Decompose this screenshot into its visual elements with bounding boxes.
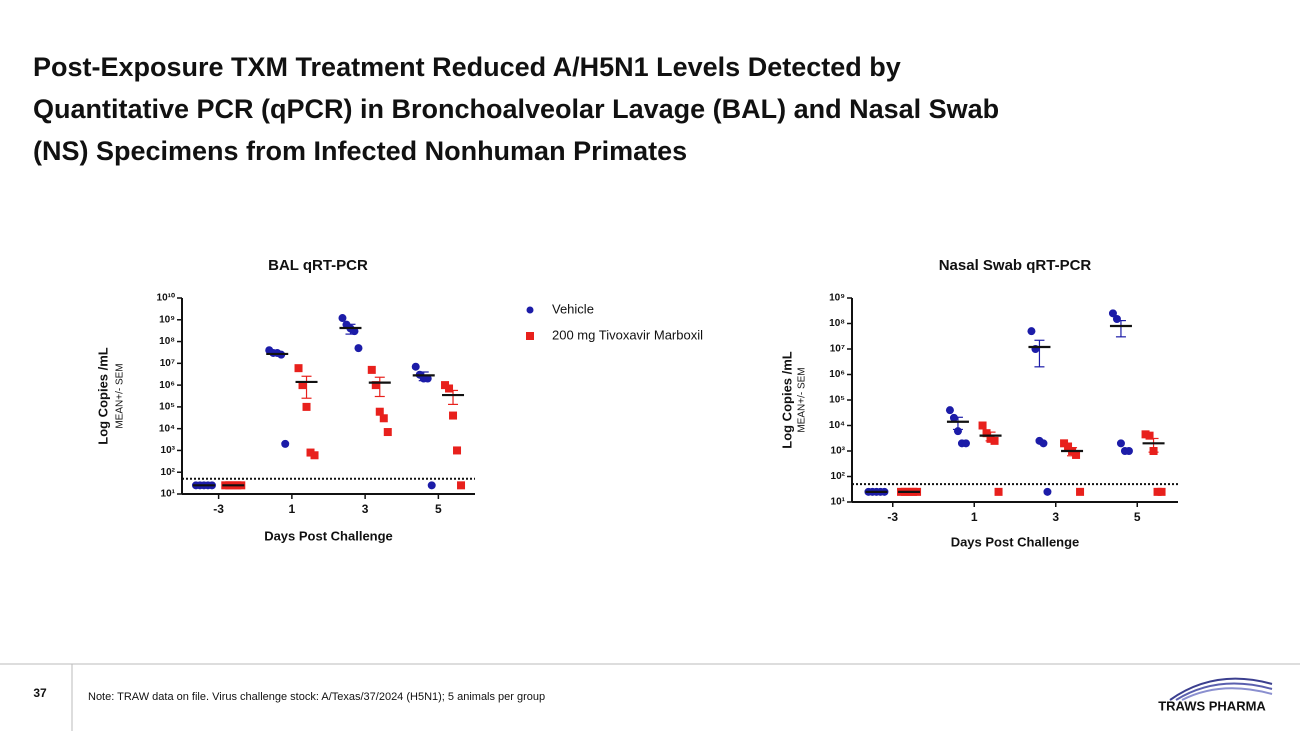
legend-marker (526, 306, 534, 314)
logo-text: TRAWS PHARMA (1158, 698, 1266, 713)
data-point (411, 362, 420, 371)
data-point (1072, 450, 1081, 459)
y-tick-label: 10⁷ (160, 358, 175, 369)
data-point (302, 402, 311, 411)
data-point (427, 481, 436, 490)
data-point (1124, 447, 1133, 455)
data-point (1145, 431, 1154, 440)
y-tick-label: 10³ (831, 446, 846, 457)
data-point (982, 429, 991, 438)
data-point (457, 481, 466, 490)
y-axis-subtitle: MEAN+/- SEM (115, 363, 126, 428)
chart-title: Nasal Swab qRT-PCR (939, 257, 1092, 274)
x-tick-label: 3 (362, 502, 369, 516)
logo-swoosh (1169, 677, 1273, 701)
x-tick-label: 3 (1052, 510, 1059, 524)
x-axis-title: Days Post Challenge (264, 528, 393, 543)
data-point (1027, 327, 1036, 336)
y-tick-label: 10¹ (161, 489, 176, 500)
y-tick-label: 10⁸ (829, 318, 845, 329)
data-point (354, 344, 363, 353)
data-point (1039, 439, 1048, 448)
slide-title: Post-Exposure TXM Treatment Reduced A/H5… (33, 46, 999, 172)
y-tick-label: 10⁵ (829, 395, 845, 406)
y-tick-label: 10⁸ (159, 336, 175, 347)
data-point (1043, 487, 1052, 496)
y-tick-label: 10⁶ (829, 369, 845, 380)
y-tick-label: 10¹ (831, 497, 846, 508)
data-point (453, 446, 462, 455)
data-point (1064, 442, 1073, 451)
x-tick-label: 5 (435, 502, 442, 516)
y-tick-label: 10⁴ (159, 423, 175, 434)
data-point (445, 384, 454, 393)
data-point (281, 439, 290, 448)
data-point (298, 381, 307, 390)
y-tick-label: 10⁶ (159, 380, 175, 391)
legend-marker (526, 332, 534, 340)
logo-swoosh (1175, 682, 1273, 701)
data-point (1076, 487, 1085, 496)
data-point (367, 365, 376, 374)
x-tick-label: 1 (971, 510, 978, 524)
y-axis-title: Log Copies /mL (779, 351, 794, 449)
chart-title: BAL qRT-PCR (268, 257, 368, 274)
data-point (978, 421, 987, 430)
y-tick-label: 10⁹ (159, 314, 175, 325)
data-point (1157, 487, 1166, 496)
x-tick-label: -3 (213, 502, 224, 516)
y-tick-label: 10⁷ (830, 344, 845, 355)
footnote: Note: TRAW data on file. Virus challenge… (88, 691, 545, 703)
y-tick-label: 10⁵ (159, 402, 175, 413)
data-point (1116, 439, 1125, 448)
logo: TRAWS PHARMA (1158, 677, 1273, 713)
x-tick-label: 5 (1134, 510, 1141, 524)
data-point (375, 407, 384, 416)
data-point (994, 487, 1003, 496)
y-axis-title: Log Copies /mL (95, 347, 110, 445)
data-point (371, 381, 380, 390)
data-point (1108, 309, 1117, 318)
y-axis-subtitle: MEAN+/- SEM (797, 367, 808, 432)
y-tick-label: 10² (161, 467, 176, 478)
y-tick-label: 10² (831, 471, 846, 482)
legend-label: Vehicle (552, 301, 594, 316)
data-point (294, 364, 303, 373)
data-point (449, 411, 458, 420)
page-number: 37 (33, 686, 47, 700)
legend-label: 200 mg Tivoxavir Marboxil (552, 327, 703, 342)
y-tick-label: 10¹⁰ (157, 293, 175, 304)
data-point (945, 406, 954, 415)
data-point (338, 314, 347, 323)
data-point (961, 439, 970, 448)
title-line: Post-Exposure TXM Treatment Reduced A/H5… (33, 52, 901, 82)
x-axis-title: Days Post Challenge (951, 534, 1080, 549)
data-point (1112, 315, 1121, 324)
title-line: (NS) Specimens from Infected Nonhuman Pr… (33, 136, 688, 166)
title-line: Quantitative PCR (qPCR) in Bronchoalveol… (33, 94, 1000, 124)
y-tick-label: 10³ (161, 445, 176, 456)
logo-swoosh (1181, 687, 1273, 701)
data-point (379, 414, 388, 423)
y-tick-label: 10⁹ (829, 293, 845, 304)
data-point (350, 327, 359, 336)
data-point (383, 428, 392, 437)
data-point (310, 451, 319, 460)
y-tick-label: 10⁴ (829, 420, 845, 431)
x-tick-label: -3 (887, 510, 898, 524)
x-tick-label: 1 (289, 502, 296, 516)
